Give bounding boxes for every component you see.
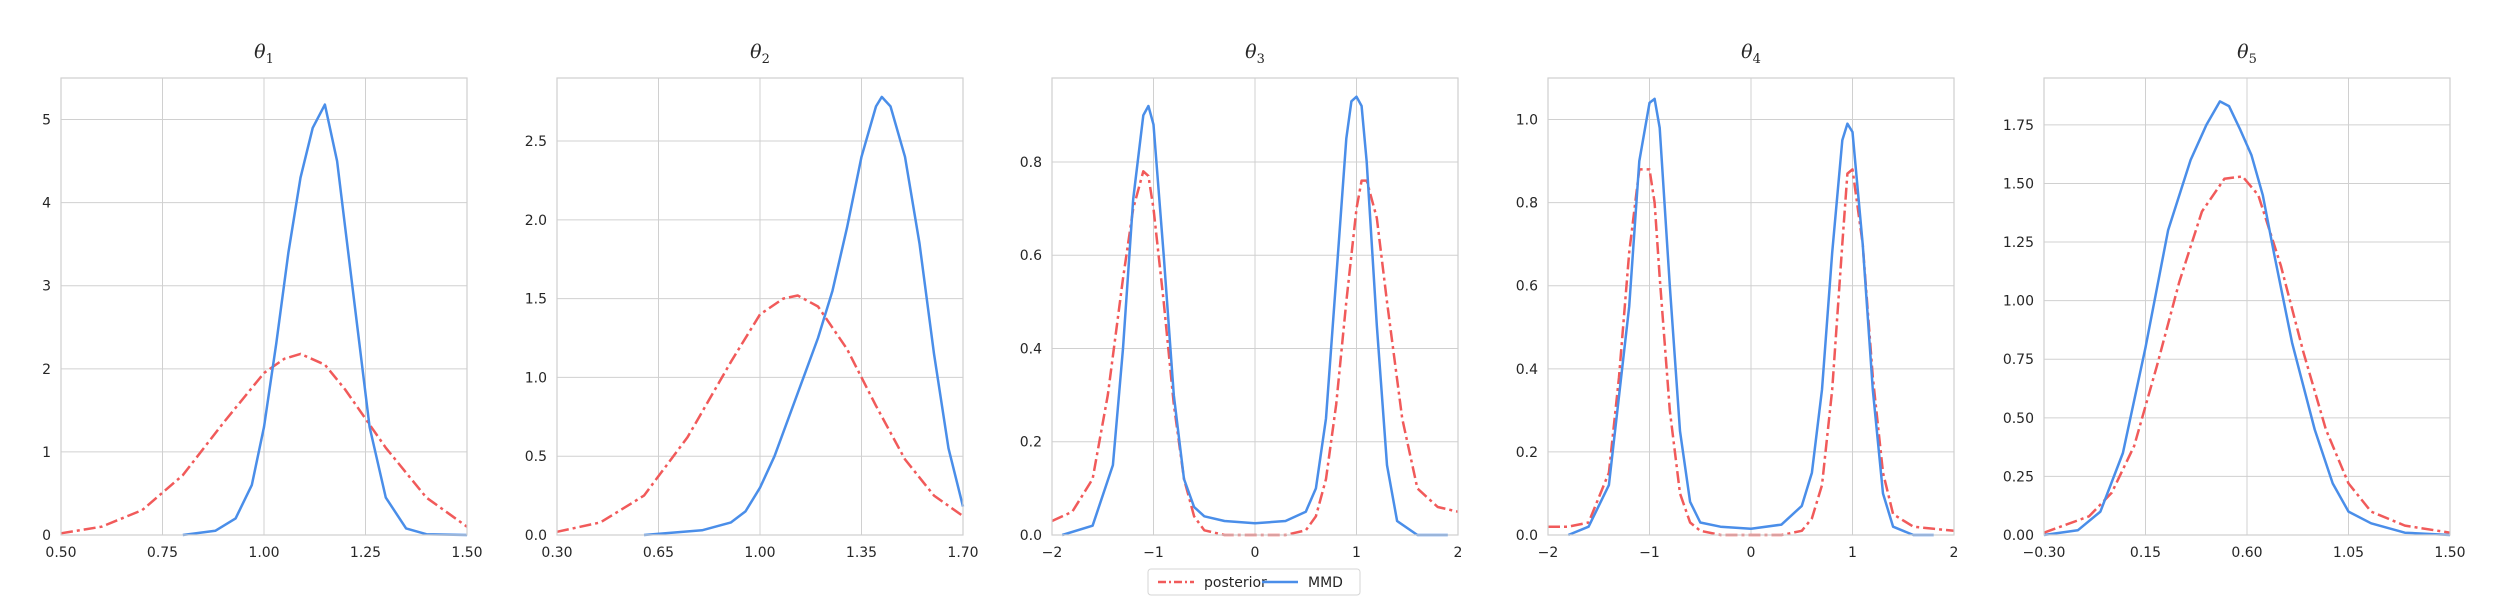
y-tick-label: 0.2 bbox=[1516, 445, 1538, 461]
y-tick-label: 4 bbox=[42, 196, 51, 212]
panel-title-subscript: 4 bbox=[1753, 52, 1761, 67]
series-line-mmd bbox=[643, 95, 965, 537]
x-tick-label: 1.50 bbox=[451, 545, 482, 561]
x-tick-label: 1 bbox=[1352, 545, 1361, 561]
x-tick-label: 2 bbox=[1950, 545, 1959, 561]
x-tick-label: 1.50 bbox=[2434, 545, 2465, 561]
y-tick-label: 0.4 bbox=[1516, 362, 1538, 378]
y-tick-label: 0.00 bbox=[2003, 528, 2034, 544]
x-tick-label: −1 bbox=[1143, 545, 1164, 561]
x-tick-label: 1.00 bbox=[744, 545, 775, 561]
panel-title-base: θ bbox=[2237, 41, 2249, 63]
panel-title-base: θ bbox=[1245, 41, 1257, 63]
y-tick-label: 0 bbox=[42, 528, 51, 544]
x-tick-label: −2 bbox=[1538, 545, 1559, 561]
legend-label-posterior: posterior bbox=[1204, 575, 1267, 591]
series-line-mmd bbox=[1567, 97, 1934, 537]
y-tick-label: 1.00 bbox=[2003, 294, 2034, 310]
series-line-mmd bbox=[2043, 100, 2451, 537]
x-tick-label: 0.60 bbox=[2231, 545, 2262, 561]
y-tick-label: 1 bbox=[42, 445, 51, 461]
x-tick-label: 1.00 bbox=[248, 545, 279, 561]
y-tick-label: 0.25 bbox=[2003, 469, 2034, 485]
panel-title: θ1 bbox=[254, 41, 274, 67]
panel-2: 0.30 0.65 1.00 1.35 1.70 0.0 0.5 1.0 1.5 2.0 2.5 θ2 bbox=[525, 41, 979, 561]
x-tick-label: 1.05 bbox=[2333, 545, 2364, 561]
panel-title-base: θ bbox=[750, 41, 762, 63]
y-tick-label: 0.6 bbox=[1516, 279, 1538, 295]
x-tick-label: −1 bbox=[1639, 545, 1660, 561]
series-line-posterior bbox=[2043, 175, 2451, 534]
x-tick-label: 0 bbox=[1747, 545, 1756, 561]
y-tick-label: 0.6 bbox=[1020, 248, 1042, 264]
series-line-posterior bbox=[60, 352, 468, 535]
y-tick-label: 0.4 bbox=[1020, 341, 1042, 357]
panel-title: θ3 bbox=[1245, 41, 1265, 67]
x-tick-label: 1 bbox=[1848, 545, 1857, 561]
panel-title: θ4 bbox=[1741, 41, 1761, 67]
x-tick-label: 0.65 bbox=[643, 545, 674, 561]
y-tick-label: 2 bbox=[42, 362, 51, 378]
panel-title: θ2 bbox=[750, 41, 770, 67]
plot-frame bbox=[60, 77, 468, 536]
y-tick-label: 1.50 bbox=[2003, 176, 2034, 192]
y-tick-label: 2.0 bbox=[525, 213, 547, 229]
y-tick-label: 0.8 bbox=[1020, 155, 1042, 171]
y-tick-label: 0.75 bbox=[2003, 352, 2034, 368]
series-line-mmd bbox=[182, 103, 468, 537]
panel-title-base: θ bbox=[254, 41, 266, 63]
x-tick-label: 0.15 bbox=[2130, 545, 2161, 561]
y-tick-label: 0.0 bbox=[1516, 528, 1538, 544]
x-tick-label: −0.30 bbox=[2023, 545, 2066, 561]
plot-frame bbox=[556, 77, 964, 536]
plot-frame bbox=[2043, 77, 2451, 536]
y-tick-label: 0.0 bbox=[525, 528, 547, 544]
legend-label-mmd: MMD bbox=[1308, 575, 1343, 591]
series-line-mmd bbox=[1061, 95, 1448, 537]
panel-5: −0.30 0.15 0.60 1.05 1.50 0.00 0.25 0.50 0.75 1.0… bbox=[2003, 41, 2466, 561]
panel-title-subscript: 5 bbox=[2249, 52, 2257, 67]
legend: posterior MMD bbox=[1147, 568, 1361, 596]
x-tick-label: 0.30 bbox=[541, 545, 572, 561]
y-tick-label: 0.2 bbox=[1020, 435, 1042, 451]
plot-frame bbox=[1547, 77, 1955, 536]
panel-title-subscript: 3 bbox=[1257, 52, 1265, 67]
y-tick-label: 0.50 bbox=[2003, 411, 2034, 427]
y-tick-label: 1.5 bbox=[525, 292, 547, 308]
x-tick-label: 1.25 bbox=[350, 545, 381, 561]
x-tick-label: −2 bbox=[1042, 545, 1063, 561]
y-tick-label: 3 bbox=[42, 279, 51, 295]
y-tick-label: 5 bbox=[42, 113, 51, 129]
panel-4: −2 −1 0 1 2 0.0 0.2 0.4 0.6 0.8 1.0 θ4 bbox=[1516, 41, 1959, 561]
x-tick-label: 0.75 bbox=[147, 545, 178, 561]
panel-title-subscript: 1 bbox=[266, 52, 274, 67]
y-tick-label: 1.25 bbox=[2003, 235, 2034, 251]
x-tick-label: 2 bbox=[1454, 545, 1463, 561]
y-tick-label: 1.0 bbox=[525, 370, 547, 386]
panel-3: −2 −1 0 1 2 0.0 0.2 0.4 0.6 0.8 θ3 bbox=[1020, 41, 1463, 561]
panel-title: θ5 bbox=[2237, 41, 2257, 67]
legend-box bbox=[1147, 568, 1361, 596]
y-tick-label: 1.0 bbox=[1516, 113, 1538, 129]
y-tick-label: 0.0 bbox=[1020, 528, 1042, 544]
panel-title-base: θ bbox=[1741, 41, 1753, 63]
y-tick-label: 2.5 bbox=[525, 134, 547, 150]
x-tick-label: 0.50 bbox=[45, 545, 76, 561]
y-tick-label: 1.75 bbox=[2003, 118, 2034, 134]
plot-frame bbox=[1051, 77, 1459, 536]
series-line-posterior bbox=[556, 294, 964, 534]
panel-title-subscript: 2 bbox=[762, 52, 770, 67]
x-tick-label: 1.35 bbox=[846, 545, 877, 561]
y-tick-label: 0.8 bbox=[1516, 196, 1538, 212]
y-tick-label: 0.5 bbox=[525, 449, 547, 465]
x-tick-label: 1.70 bbox=[947, 545, 978, 561]
x-tick-label: 0 bbox=[1251, 545, 1260, 561]
